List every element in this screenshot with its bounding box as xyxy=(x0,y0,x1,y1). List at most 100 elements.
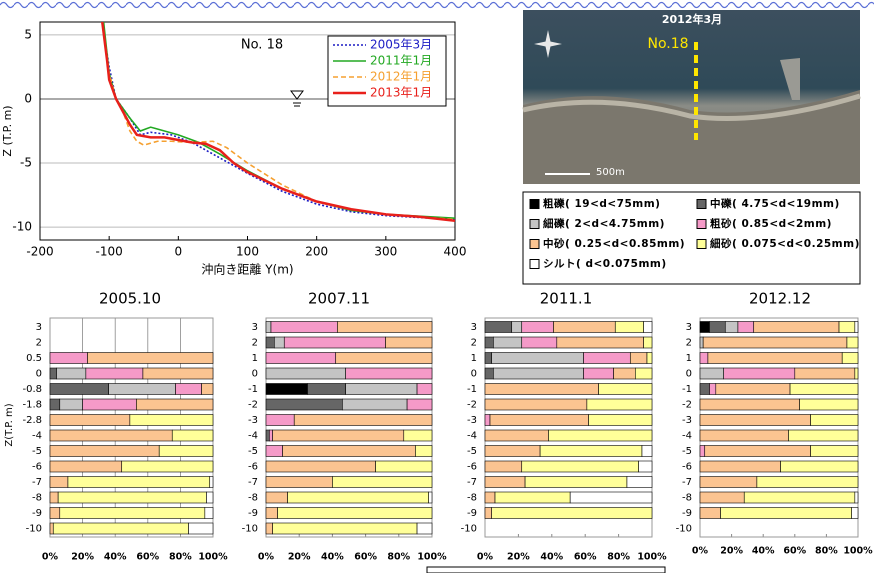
row-label: -4 xyxy=(32,431,42,442)
bar-segment xyxy=(525,477,627,488)
row-label: -6 xyxy=(248,462,258,473)
x-tick-label: -100 xyxy=(96,245,123,259)
row-label: -10 xyxy=(26,524,42,535)
bar-segment xyxy=(136,399,213,410)
bar-segment xyxy=(716,384,790,395)
bar-segment xyxy=(589,415,652,426)
bar-segment xyxy=(485,492,495,503)
bar-segment xyxy=(700,477,757,488)
bar-segment xyxy=(548,430,652,441)
row-label: 2 xyxy=(686,338,692,349)
row-label: -5 xyxy=(467,446,477,457)
bar-segment xyxy=(855,322,858,333)
bar-segment xyxy=(700,399,800,410)
bar-segment xyxy=(294,415,432,426)
row-label: 0.5 xyxy=(26,353,42,364)
bar-segment xyxy=(493,337,521,348)
bar-segment xyxy=(87,353,213,364)
x-tick-label: 100% xyxy=(637,552,667,563)
bar-segment xyxy=(485,430,548,441)
legend-label: 中砂( 0.25<d<0.85mm) xyxy=(543,237,685,250)
bar-segment xyxy=(492,508,652,519)
bar-segment xyxy=(644,337,652,348)
bar-segment xyxy=(754,322,839,333)
row-label: -9 xyxy=(682,508,692,519)
bar-segment xyxy=(274,337,284,348)
bar-segment xyxy=(790,384,858,395)
row-label: -5 xyxy=(248,446,258,457)
chart-title: 2011.1 xyxy=(540,290,593,308)
row-label: -2 xyxy=(682,400,692,411)
row-label: -0.8 xyxy=(22,384,42,395)
bar-segment xyxy=(266,415,294,426)
bar-segment xyxy=(703,337,847,348)
bar-segment xyxy=(122,461,213,472)
row-label: -7 xyxy=(682,477,692,488)
bar-segment xyxy=(700,508,721,519)
row-label: -1 xyxy=(682,384,692,395)
bar-segment xyxy=(266,477,332,488)
bar-segment xyxy=(700,353,708,364)
bar-segment xyxy=(202,384,213,395)
bar-segment xyxy=(811,446,858,457)
x-tick-label: 60% xyxy=(783,546,806,557)
row-label: -6 xyxy=(682,462,692,473)
row-label: -4 xyxy=(248,431,258,442)
bar-segment xyxy=(630,353,647,364)
row-label: -8 xyxy=(682,493,692,504)
legend-swatch xyxy=(530,260,539,269)
x-tick-label: 0% xyxy=(477,552,494,563)
chart-title: 2005.10 xyxy=(99,290,161,308)
row-label: 3 xyxy=(36,322,42,333)
bar-segment xyxy=(490,415,589,426)
bar-segment xyxy=(540,446,642,457)
y-tick-label: 5 xyxy=(24,27,32,41)
legend-label: 粗礫( 19<d<75mm) xyxy=(543,197,660,210)
row-label: -9 xyxy=(32,508,42,519)
bar-segment xyxy=(700,368,724,379)
row-label: -8 xyxy=(467,493,477,504)
bar-segment xyxy=(485,415,490,426)
row-label: -7 xyxy=(248,477,258,488)
photo-date: 2012年3月 xyxy=(662,12,722,26)
row-label: 2 xyxy=(36,338,42,349)
y-axis-label: Z (T.P. m) xyxy=(1,105,14,156)
bar-segment xyxy=(68,477,210,488)
bar-segment xyxy=(644,322,652,333)
bar-segment xyxy=(50,399,60,410)
bar-segment xyxy=(60,508,205,519)
bar-segment xyxy=(485,384,599,395)
x-tick-label: 60% xyxy=(574,552,597,563)
bar-segment xyxy=(176,384,202,395)
row-label: 0 xyxy=(252,369,258,380)
row-label: 1 xyxy=(471,353,477,364)
bar-segment xyxy=(708,353,842,364)
bar-segment xyxy=(50,508,60,519)
bar-segment xyxy=(570,492,652,503)
annotation: No. 18 xyxy=(241,38,283,53)
bar-segment xyxy=(57,368,86,379)
row-label: -3 xyxy=(467,415,477,426)
row-label: -1 xyxy=(248,384,258,395)
y-axis-label: Z(T.P. m) xyxy=(4,403,15,446)
bar-segment xyxy=(266,508,278,519)
legend-swatch xyxy=(530,220,539,229)
legend-swatch xyxy=(530,240,539,249)
row-label: 1 xyxy=(252,353,258,364)
bar-segment xyxy=(721,508,852,519)
bar-segment xyxy=(584,368,614,379)
row-label: -5 xyxy=(32,446,42,457)
bar-segment xyxy=(50,477,68,488)
bar-segment xyxy=(635,368,652,379)
x-tick-label: 100 xyxy=(236,245,259,259)
bar-segment xyxy=(639,461,652,472)
bar-segment xyxy=(781,461,858,472)
plot-frame xyxy=(700,318,858,537)
row-label: -10 xyxy=(676,524,692,535)
y-tick-label: 0 xyxy=(24,91,32,105)
row-label: -2 xyxy=(248,400,258,411)
bar-segment xyxy=(492,353,584,364)
bar-segment xyxy=(811,415,858,426)
row-label: -6 xyxy=(467,462,477,473)
photo-scale: 500m xyxy=(596,167,625,178)
